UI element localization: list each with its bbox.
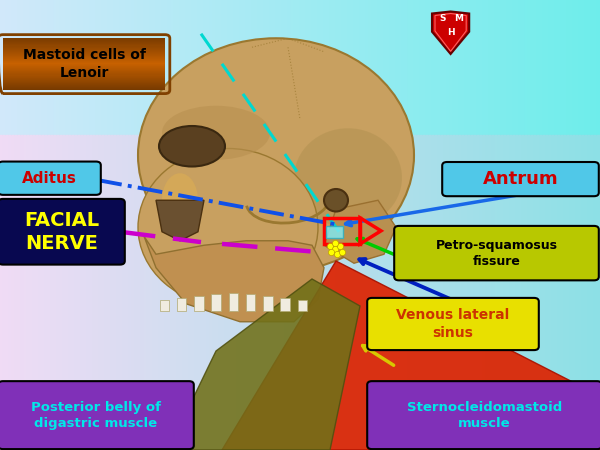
FancyBboxPatch shape bbox=[442, 162, 599, 196]
FancyBboxPatch shape bbox=[367, 381, 600, 449]
Bar bbox=[3, 88, 165, 89]
Bar bbox=[3, 89, 165, 90]
Bar bbox=[3, 53, 165, 54]
Ellipse shape bbox=[324, 189, 348, 212]
Bar bbox=[3, 52, 165, 53]
Bar bbox=[298, 300, 307, 310]
Bar bbox=[3, 61, 165, 62]
Bar bbox=[3, 83, 165, 84]
Bar bbox=[3, 59, 165, 60]
Text: Sternocleidomastoid
muscle: Sternocleidomastoid muscle bbox=[407, 400, 562, 430]
Bar bbox=[3, 67, 165, 68]
Bar bbox=[3, 54, 165, 55]
Polygon shape bbox=[222, 261, 600, 450]
Bar bbox=[3, 46, 165, 48]
Bar bbox=[246, 294, 256, 310]
Bar bbox=[3, 60, 165, 61]
Bar bbox=[3, 38, 165, 39]
Bar bbox=[3, 58, 165, 59]
Bar bbox=[3, 49, 165, 50]
Polygon shape bbox=[144, 236, 324, 322]
Bar bbox=[160, 300, 169, 310]
Bar bbox=[3, 85, 165, 86]
Bar bbox=[3, 65, 165, 66]
Ellipse shape bbox=[162, 173, 198, 227]
Bar bbox=[3, 77, 165, 79]
FancyBboxPatch shape bbox=[0, 199, 125, 265]
Bar bbox=[3, 42, 165, 43]
Bar bbox=[3, 57, 165, 58]
Bar bbox=[3, 70, 165, 72]
Bar bbox=[280, 298, 290, 310]
Bar bbox=[3, 63, 165, 64]
Text: M: M bbox=[454, 14, 463, 23]
Bar bbox=[3, 79, 165, 80]
Text: Posterior belly of
digastric muscle: Posterior belly of digastric muscle bbox=[31, 400, 161, 430]
Bar bbox=[3, 82, 165, 83]
Text: Petro-squamosus
fissure: Petro-squamosus fissure bbox=[436, 238, 557, 268]
Bar bbox=[3, 40, 165, 41]
Bar bbox=[263, 296, 273, 310]
Bar bbox=[177, 298, 187, 310]
Ellipse shape bbox=[138, 38, 414, 272]
Bar bbox=[3, 84, 165, 85]
Bar bbox=[3, 64, 165, 65]
Bar bbox=[3, 80, 165, 81]
Bar bbox=[3, 69, 165, 70]
Polygon shape bbox=[324, 200, 396, 263]
Ellipse shape bbox=[138, 148, 318, 306]
Bar bbox=[3, 45, 165, 46]
Bar bbox=[3, 86, 165, 87]
Bar bbox=[3, 66, 165, 67]
Bar bbox=[229, 292, 238, 310]
Text: Venous lateral
sinus: Venous lateral sinus bbox=[397, 308, 509, 340]
Bar bbox=[324, 218, 360, 244]
Bar bbox=[3, 68, 165, 69]
Bar bbox=[3, 81, 165, 82]
Polygon shape bbox=[156, 200, 204, 241]
Ellipse shape bbox=[159, 126, 225, 166]
Bar bbox=[3, 51, 165, 52]
Bar bbox=[3, 87, 165, 88]
Bar bbox=[3, 75, 165, 76]
Bar bbox=[3, 73, 165, 74]
Text: Aditus: Aditus bbox=[22, 171, 77, 186]
Bar bbox=[3, 55, 165, 56]
Ellipse shape bbox=[294, 128, 402, 227]
FancyBboxPatch shape bbox=[0, 162, 101, 195]
Bar bbox=[194, 296, 204, 310]
FancyBboxPatch shape bbox=[367, 298, 539, 350]
Bar bbox=[3, 76, 165, 77]
Bar bbox=[211, 294, 221, 310]
FancyBboxPatch shape bbox=[0, 381, 194, 449]
Polygon shape bbox=[168, 279, 360, 450]
Ellipse shape bbox=[162, 106, 270, 160]
Text: S: S bbox=[439, 14, 446, 23]
Bar bbox=[3, 50, 165, 51]
Bar bbox=[3, 72, 165, 73]
Bar bbox=[3, 44, 165, 45]
Text: Antrum: Antrum bbox=[482, 170, 559, 188]
Bar bbox=[3, 62, 165, 63]
Bar bbox=[3, 41, 165, 42]
Bar bbox=[3, 56, 165, 57]
Text: FACIAL
NERVE: FACIAL NERVE bbox=[24, 211, 99, 253]
Bar bbox=[3, 39, 165, 40]
Bar bbox=[3, 48, 165, 49]
Text: H: H bbox=[447, 28, 454, 37]
Polygon shape bbox=[432, 11, 469, 54]
FancyBboxPatch shape bbox=[394, 226, 599, 280]
Bar bbox=[326, 226, 343, 238]
Text: Mastoid cells of
Lenoir: Mastoid cells of Lenoir bbox=[23, 49, 145, 80]
Bar bbox=[3, 76, 165, 77]
